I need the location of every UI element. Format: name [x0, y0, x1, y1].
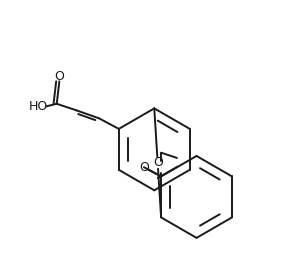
- Text: O: O: [55, 69, 64, 83]
- Text: O: O: [139, 161, 149, 174]
- Text: O: O: [153, 156, 163, 169]
- Text: HO: HO: [29, 100, 48, 113]
